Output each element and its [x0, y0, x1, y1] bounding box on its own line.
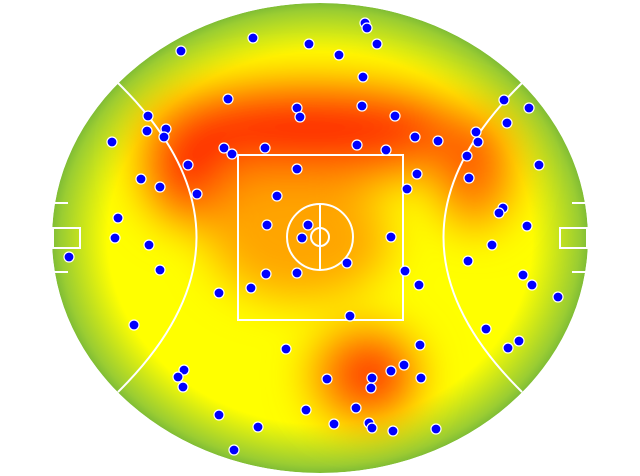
point — [413, 279, 425, 291]
point — [175, 45, 187, 57]
point — [414, 339, 426, 351]
point — [300, 404, 312, 416]
point — [523, 102, 535, 114]
point — [328, 418, 340, 430]
point — [296, 232, 308, 244]
point — [222, 93, 234, 105]
point — [303, 38, 315, 50]
point — [177, 381, 189, 393]
point — [142, 110, 154, 122]
point — [462, 255, 474, 267]
point — [291, 267, 303, 279]
point — [351, 139, 363, 151]
point — [280, 343, 292, 355]
point — [252, 421, 264, 433]
point — [357, 71, 369, 83]
point — [291, 163, 303, 175]
point — [365, 382, 377, 394]
point — [385, 231, 397, 243]
point — [470, 126, 482, 138]
point — [260, 268, 272, 280]
point — [526, 279, 538, 291]
point — [498, 94, 510, 106]
point — [182, 159, 194, 171]
point — [172, 371, 184, 383]
point — [191, 188, 203, 200]
point — [552, 291, 564, 303]
point — [321, 373, 333, 385]
point — [513, 335, 525, 347]
point — [385, 365, 397, 377]
point — [533, 159, 545, 171]
point — [389, 110, 401, 122]
point — [135, 173, 147, 185]
point — [143, 239, 155, 251]
point — [415, 372, 427, 384]
point — [228, 444, 240, 456]
point — [178, 364, 190, 376]
point — [380, 144, 392, 156]
point — [247, 32, 259, 44]
point — [271, 190, 283, 202]
point — [63, 251, 75, 263]
point — [261, 219, 273, 231]
point — [521, 220, 533, 232]
point — [302, 219, 314, 231]
point — [463, 172, 475, 184]
point — [501, 117, 513, 129]
point — [245, 282, 257, 294]
point — [502, 342, 514, 354]
point — [366, 372, 378, 384]
point — [106, 136, 118, 148]
point — [430, 423, 442, 435]
point — [109, 232, 121, 244]
point — [154, 181, 166, 193]
point — [461, 150, 473, 162]
point — [259, 142, 271, 154]
point — [141, 125, 153, 137]
point — [294, 111, 306, 123]
point — [213, 287, 225, 299]
point — [158, 131, 170, 143]
point — [361, 22, 373, 34]
point — [486, 239, 498, 251]
point — [411, 168, 423, 180]
point — [218, 142, 230, 154]
point — [112, 212, 124, 224]
point — [517, 269, 529, 281]
point — [356, 100, 368, 112]
point — [344, 310, 356, 322]
point — [341, 257, 353, 269]
point — [371, 38, 383, 50]
point — [226, 148, 238, 160]
point — [472, 136, 484, 148]
point — [387, 425, 399, 437]
point — [401, 183, 413, 195]
point — [350, 402, 362, 414]
point — [128, 319, 140, 331]
point — [493, 207, 505, 219]
point — [213, 409, 225, 421]
point — [398, 359, 410, 371]
point — [399, 265, 411, 277]
point — [409, 131, 421, 143]
point — [480, 323, 492, 335]
point — [366, 422, 378, 434]
point — [333, 49, 345, 61]
point — [432, 135, 444, 147]
point — [154, 264, 166, 276]
field-lines — [52, 82, 588, 393]
